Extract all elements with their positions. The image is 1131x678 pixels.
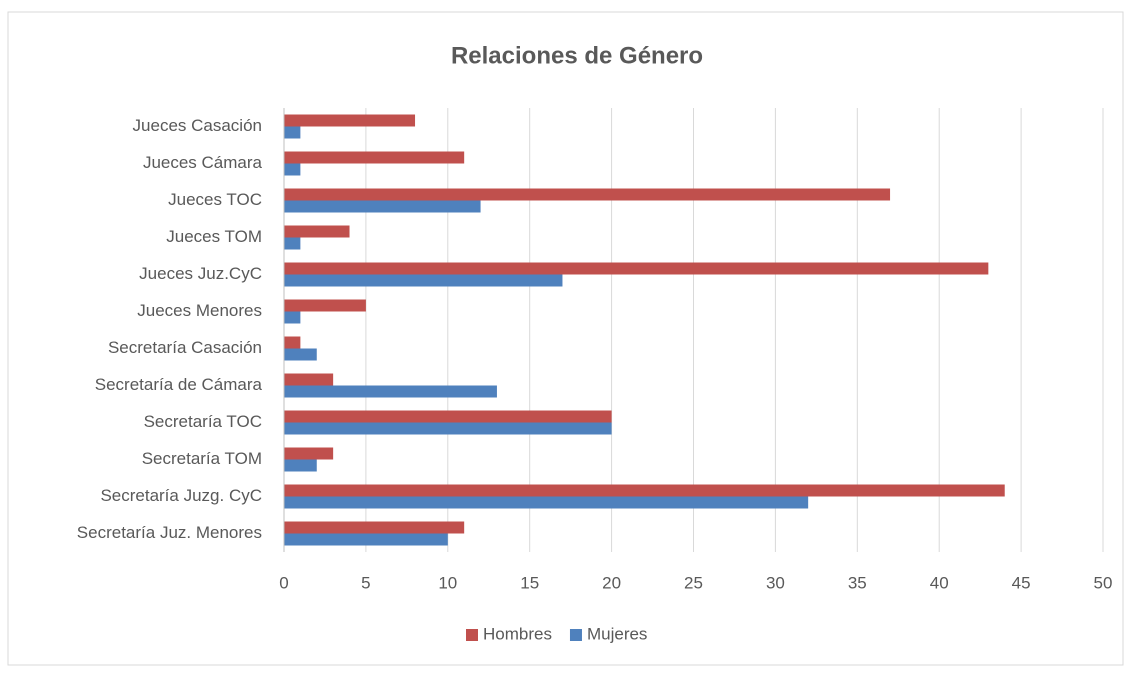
x-tick-label: 20 <box>602 573 621 592</box>
bar <box>284 385 497 398</box>
x-tick-label: 45 <box>1012 573 1031 592</box>
chart-title: Relaciones de Género <box>451 42 703 69</box>
bar <box>284 410 612 423</box>
bar <box>284 521 465 534</box>
x-tick-label: 10 <box>438 573 457 592</box>
bar <box>284 114 416 127</box>
bar <box>284 373 334 386</box>
y-tick-label: Jueces Menores <box>137 301 262 320</box>
y-tick-label: Jueces TOM <box>166 227 262 246</box>
bar <box>284 496 809 509</box>
x-tick-label: 40 <box>930 573 949 592</box>
y-tick-label: Jueces Cámara <box>143 153 263 172</box>
y-tick-label: Secretaría Casación <box>108 338 262 357</box>
y-tick-label: Secretaría de Cámara <box>95 375 263 394</box>
y-tick-label: Secretaría Juz. Menores <box>77 523 262 542</box>
y-tick-label: Secretaría Juzg. CyC <box>100 486 262 505</box>
y-tick-label: Secretaría TOM <box>142 449 262 468</box>
legend-label: Hombres <box>483 624 552 643</box>
bar <box>284 311 301 324</box>
x-tick-label: 30 <box>766 573 785 592</box>
bar <box>284 336 301 349</box>
bar <box>284 151 465 164</box>
x-tick-label: 25 <box>684 573 703 592</box>
bar <box>284 533 448 546</box>
y-tick-label: Jueces TOC <box>168 190 262 209</box>
bar <box>284 225 350 238</box>
bar <box>284 237 301 250</box>
bar <box>284 459 317 472</box>
bar <box>284 188 891 201</box>
bar <box>284 163 301 176</box>
bar <box>284 126 301 139</box>
y-tick-label: Secretaría TOC <box>144 412 262 431</box>
y-tick-label: Jueces Juz.CyC <box>139 264 262 283</box>
x-tick-label: 50 <box>1094 573 1113 592</box>
x-tick-label: 5 <box>361 573 370 592</box>
bar <box>284 299 366 312</box>
bar <box>284 274 563 287</box>
bar <box>284 447 334 460</box>
bar <box>284 200 481 213</box>
legend-swatch <box>569 629 582 641</box>
chart-border <box>7 11 1124 666</box>
x-tick-label: 35 <box>848 573 867 592</box>
bar <box>284 348 317 361</box>
legend-swatch <box>466 629 478 641</box>
legend-label: Mujeres <box>587 624 647 643</box>
bar <box>284 262 989 275</box>
bar <box>284 422 612 435</box>
x-tick-label: 15 <box>520 573 539 592</box>
x-tick-label: 0 <box>279 573 288 592</box>
y-tick-label: Jueces Casación <box>133 116 262 135</box>
bar <box>284 484 1005 497</box>
